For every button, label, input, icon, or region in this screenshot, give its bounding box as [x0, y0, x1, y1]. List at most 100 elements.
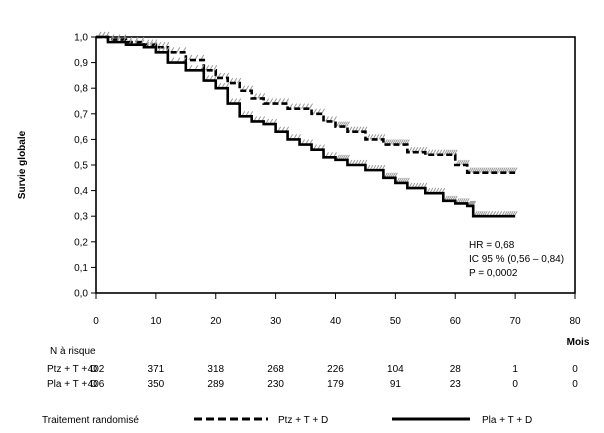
censor-mark: [176, 47, 181, 53]
risk-value: 0: [512, 379, 518, 390]
risk-table-title: N à risque: [50, 346, 96, 357]
x-axis-ticks: 0 10 20 30 40 50 60 70 80: [93, 293, 581, 327]
censor-mark: [338, 121, 342, 127]
risk-value: 0: [572, 379, 578, 390]
censor-mark: [116, 34, 121, 40]
legend-label-pla: Pla + T + D: [482, 415, 532, 426]
censor-mark: [479, 167, 484, 173]
censor-mark: [505, 167, 510, 173]
censor-mark: [459, 159, 464, 166]
censor-mark: [301, 103, 305, 109]
censor-mark: [357, 126, 362, 132]
p-value-annotation: P = 0,0002: [469, 268, 518, 279]
y-tick-label: 0,1: [74, 263, 88, 274]
censor-mark: [348, 126, 353, 132]
risk-value: 289: [207, 379, 224, 390]
y-tick-label: 0,3: [74, 212, 88, 223]
censor-mark: [188, 54, 193, 61]
censor-mark: [451, 149, 456, 156]
y-tick-label: 0,9: [74, 58, 88, 69]
censor-mark: [469, 167, 474, 173]
censor-mark: [165, 41, 170, 48]
censor-mark: [293, 103, 298, 109]
censor-mark: [346, 121, 350, 127]
ci-annotation: IC 95 % (0,56 – 0,84): [469, 254, 564, 265]
censor-mark: [471, 167, 476, 173]
risk-value: 268: [267, 364, 284, 375]
censor-mark: [453, 149, 458, 156]
risk-value: 23: [450, 379, 462, 390]
censor-mark: [461, 159, 466, 166]
censor-mark: [313, 108, 317, 115]
x-tick-label: 60: [450, 316, 462, 327]
y-tick-label: 0,6: [74, 135, 88, 146]
risk-value: 0: [572, 364, 578, 375]
censor-mark: [426, 149, 431, 156]
risk-value: 230: [267, 379, 284, 390]
censor-mark: [257, 93, 262, 99]
censor-mark: [378, 134, 383, 140]
censor-mark: [487, 167, 492, 173]
risk-value: 402: [88, 364, 105, 375]
x-tick-label: 40: [330, 316, 342, 327]
censor-mark: [420, 146, 425, 153]
x-tick-label: 30: [270, 316, 282, 327]
censor-mark: [399, 139, 404, 145]
legend-label-ptz: Ptz + T + D: [278, 415, 328, 426]
risk-value: 371: [148, 364, 165, 375]
x-tick-label: 50: [390, 316, 402, 327]
censor-mark: [497, 167, 502, 173]
survival-curve-ptz: [96, 35, 516, 174]
censor-mark: [269, 98, 274, 104]
censor-mark: [237, 77, 242, 84]
x-tick-label: 10: [150, 316, 162, 327]
risk-value: 350: [148, 379, 165, 390]
censor-mark: [435, 149, 440, 156]
risk-value: 28: [450, 364, 462, 375]
y-tick-label: 0,7: [74, 109, 88, 120]
censor-mark: [325, 116, 329, 122]
y-tick-label: 0,5: [74, 161, 88, 172]
x-tick-label: 20: [210, 316, 222, 327]
censor-mark: [333, 116, 337, 122]
censor-mark: [489, 167, 494, 173]
y-tick-label: 0,2: [74, 237, 88, 248]
x-tick-label: 0: [93, 316, 99, 327]
censor-mark: [213, 65, 218, 71]
y-tick-label: 0,0: [74, 289, 88, 300]
x-axis-label: Mois: [567, 337, 590, 348]
censor-mark: [389, 139, 394, 145]
censor-mark: [149, 39, 154, 45]
censor-mark: [309, 103, 313, 109]
censor-mark: [391, 139, 396, 145]
hr-annotation: HR = 0,68: [469, 240, 515, 251]
x-tick-label: 80: [569, 316, 581, 327]
risk-value: 179: [327, 379, 344, 390]
censor-mark: [134, 36, 139, 43]
censor-mark: [205, 65, 210, 71]
legend-title: Traitement randomisé: [42, 415, 139, 426]
censor-mark: [507, 167, 512, 173]
risk-row-label-pla: Pla + T + D: [47, 379, 97, 390]
risk-value: 104: [387, 364, 404, 375]
risk-row-label-ptz: Ptz + T + D: [47, 364, 97, 375]
risk-value: 318: [207, 364, 224, 375]
y-axis-label: Survie globale: [17, 130, 28, 199]
y-tick-label: 1,0: [74, 33, 88, 44]
censor-mark: [443, 149, 448, 156]
y-tick-label: 0,8: [74, 84, 88, 95]
censor-mark: [369, 134, 374, 140]
risk-value: 406: [88, 379, 105, 390]
censor-marks-pla: [97, 31, 518, 217]
survival-curves: [96, 31, 518, 218]
survival-curve-pla: [96, 35, 516, 218]
y-tick-label: 0,4: [74, 186, 88, 197]
risk-value: 1: [512, 364, 518, 375]
censor-mark: [411, 146, 416, 153]
risk-value: 91: [390, 379, 402, 390]
risk-value: 226: [327, 364, 344, 375]
y-axis-ticks: 0,0 0,1 0,2 0,3 0,4 0,5 0,6 0,7 0,8 0,9 1,0: [74, 33, 96, 300]
censor-mark: [336, 121, 340, 127]
